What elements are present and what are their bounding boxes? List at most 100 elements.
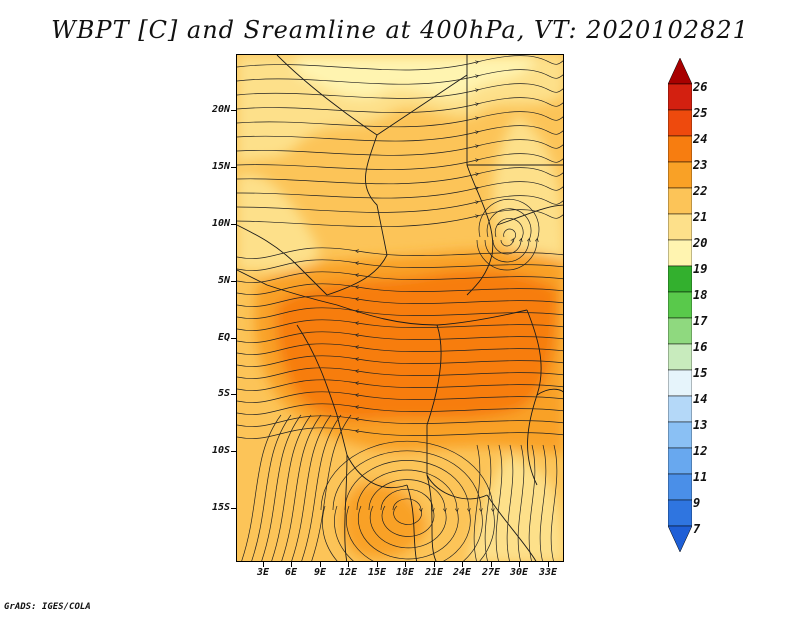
- lon-label-27e: 27E: [481, 567, 501, 578]
- wbpt-field-23: [276, 270, 557, 421]
- colorbar-segment: [668, 395, 692, 423]
- colorbar-label-25: 25: [693, 106, 708, 120]
- streamline: [237, 355, 563, 367]
- colorbar-segment: [668, 239, 692, 267]
- wbpt-field-19-north: [297, 55, 537, 98]
- streamline: [492, 218, 524, 255]
- colorbar-segment: [668, 135, 692, 163]
- streamline: [237, 403, 563, 415]
- wbpt-field-21-south: [297, 435, 467, 529]
- colorbar-segment: [668, 447, 692, 475]
- lon-tick: [548, 562, 549, 567]
- lat-label-10n: 10N: [211, 218, 230, 229]
- streamline: [237, 153, 563, 170]
- streamline: [237, 271, 563, 283]
- streamline: [356, 469, 458, 560]
- colorbar-segment: [668, 473, 692, 501]
- lon-tick: [263, 562, 264, 567]
- lat-label-15n: 15N: [211, 161, 230, 172]
- lat-tick: [231, 338, 236, 339]
- streamline: [237, 97, 563, 113]
- streamline: [344, 460, 470, 561]
- lat-tick: [231, 110, 236, 111]
- streamline: [539, 444, 547, 561]
- grads-credit: GrADS: IGES/COLA: [4, 602, 91, 612]
- colorbar-segment: [668, 369, 692, 397]
- streamline: [237, 307, 563, 319]
- colorbar-label-19: 19: [693, 262, 708, 276]
- lat-tick: [231, 451, 236, 452]
- colorbar-segment: [668, 343, 692, 371]
- streamline: [237, 55, 563, 71]
- colorbar-segment: [668, 109, 692, 137]
- streamline: [484, 208, 532, 263]
- streamline: [500, 228, 517, 247]
- streamline: [237, 295, 563, 307]
- lat-tick: [231, 281, 236, 282]
- colorbar-segment: [668, 291, 692, 319]
- lon-tick: [462, 562, 463, 567]
- colorbar-segment: [668, 265, 692, 293]
- streamline: [237, 367, 563, 379]
- lat-label-5s: 5S: [217, 388, 230, 399]
- wbpt-field-22-south: [342, 482, 427, 558]
- streamline: [237, 139, 563, 156]
- colorbar-label-20: 20: [693, 236, 708, 250]
- lon-label-21e: 21E: [424, 567, 444, 578]
- colorbar-label-14: 14: [693, 392, 708, 406]
- map-panel: [236, 54, 564, 562]
- lon-label-18e: 18E: [395, 567, 415, 578]
- streamline: [261, 414, 302, 561]
- lon-label-33e: 33E: [538, 567, 558, 578]
- wbpt-field-20-east: [493, 115, 563, 294]
- streamline: [473, 444, 481, 561]
- lat-tick: [231, 167, 236, 168]
- lat-label-eq: EQ: [217, 332, 230, 343]
- colorbar-label-26: 26: [693, 80, 708, 94]
- streamline: [251, 414, 292, 561]
- streamline: [237, 209, 563, 228]
- lon-label-24e: 24E: [452, 567, 472, 578]
- lat-label-10s: 10S: [211, 445, 230, 456]
- streamline: [506, 444, 514, 561]
- streamline: [241, 414, 282, 561]
- lat-label-5n: 5N: [217, 275, 230, 286]
- streamline: [311, 414, 352, 561]
- lon-tick: [291, 562, 292, 567]
- colorbar-label-16: 16: [693, 340, 708, 354]
- streamline: [237, 391, 563, 403]
- streamline: [495, 444, 503, 561]
- colorbar-label-15: 15: [693, 366, 708, 380]
- streamline: [237, 259, 563, 271]
- lon-tick: [434, 562, 435, 567]
- streamlines: [237, 55, 563, 561]
- wbpt-streamline-map: [237, 55, 563, 561]
- colorbar-segment: [668, 213, 692, 241]
- streamline: [237, 427, 563, 439]
- streamline: [392, 498, 422, 525]
- lon-tick: [519, 562, 520, 567]
- colorbar-label-12: 12: [693, 444, 708, 458]
- streamline: [281, 414, 322, 561]
- colorbar-segment: [668, 187, 692, 215]
- streamline: [517, 444, 525, 561]
- streamline: [291, 414, 332, 561]
- streamline: [332, 450, 482, 561]
- colorbar: [668, 58, 692, 553]
- streamline: [550, 444, 558, 561]
- lon-label-9e: 9E: [313, 567, 327, 578]
- streamline: [368, 479, 446, 549]
- streamline: [237, 415, 563, 427]
- streamline: [237, 283, 563, 295]
- colorbar-segment: [668, 161, 692, 189]
- streamline: [528, 444, 536, 561]
- lat-label-15s: 15S: [211, 502, 230, 513]
- lon-label-6e: 6E: [284, 567, 298, 578]
- colorbar-segment: [668, 83, 692, 111]
- streamline: [237, 125, 563, 142]
- streamline: [237, 319, 563, 331]
- streamline: [237, 343, 563, 355]
- wbpt-field-20-southeast: [467, 455, 563, 561]
- colorbar-segment: [668, 525, 692, 553]
- colorbar-segment: [668, 58, 692, 85]
